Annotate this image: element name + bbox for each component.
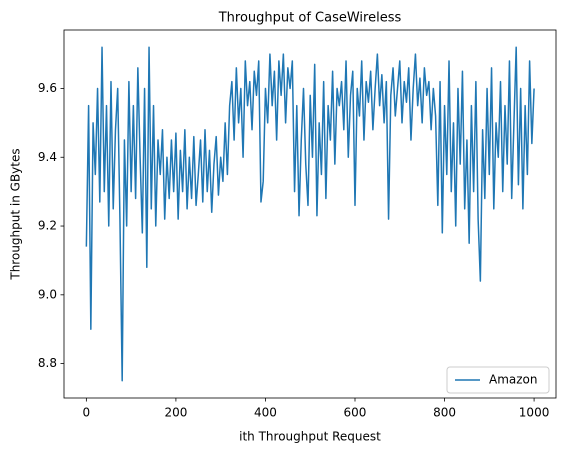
x-tick-label: 800 xyxy=(433,406,456,420)
legend-box xyxy=(446,366,550,394)
x-tick-label: 400 xyxy=(254,406,277,420)
y-tick-label: 9.4 xyxy=(38,150,57,164)
x-tick-label: 200 xyxy=(164,406,187,420)
y-tick-label: 8.8 xyxy=(38,356,57,370)
y-tick-label: 9.2 xyxy=(38,219,57,233)
y-axis-label: Throughput in GBytes xyxy=(9,148,23,280)
x-axis-label: ith Throughput Request xyxy=(239,430,381,444)
y-tick-label: 9.0 xyxy=(38,287,57,301)
legend-label: Amazon xyxy=(489,373,538,387)
y-tick-label: 9.6 xyxy=(38,81,57,95)
plot-frame xyxy=(63,29,557,399)
x-tick-label: 600 xyxy=(344,406,367,420)
x-tick-label: 0 xyxy=(83,406,91,420)
x-tick-label: 1000 xyxy=(519,406,550,420)
data-line xyxy=(85,46,535,382)
chart-title: Throughput of CaseWireless xyxy=(218,11,402,26)
